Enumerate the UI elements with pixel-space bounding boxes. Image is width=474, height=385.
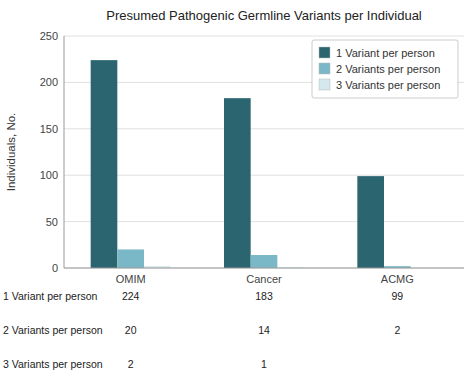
table-cell: 20 xyxy=(125,324,137,336)
bar xyxy=(357,176,384,268)
legend-label: 1 Variant per person xyxy=(336,47,435,59)
legend-swatch xyxy=(319,63,330,74)
legend-label: 2 Variants per person xyxy=(336,63,440,75)
y-tick-label: 100 xyxy=(40,169,58,181)
table-cell: 183 xyxy=(255,290,273,302)
y-axis-label: Individuals, No. xyxy=(5,113,17,192)
x-tick-label: Cancer xyxy=(246,273,282,285)
legend-swatch xyxy=(319,79,330,90)
chart-container: Presumed Pathogenic Germline Variants pe… xyxy=(0,0,474,385)
legend-label: 3 Variants per person xyxy=(336,79,440,91)
table-cell: 1 xyxy=(261,358,267,370)
grid-line xyxy=(64,36,464,37)
table-row-label: 3 Variants per person xyxy=(3,358,103,370)
bar xyxy=(224,98,251,268)
table-row-label: 2 Variants per person xyxy=(3,324,103,336)
grid-line xyxy=(64,128,464,129)
table-row-label: 1 Variant per person xyxy=(3,290,98,302)
y-axis-line xyxy=(64,36,65,268)
y-tick-label: 200 xyxy=(40,76,58,88)
table-cell: 2 xyxy=(394,324,400,336)
legend: 1 Variant per person 2 Variants per perso… xyxy=(312,40,458,98)
y-tick-label: 50 xyxy=(46,216,58,228)
table-cell: 99 xyxy=(391,290,403,302)
grid-line xyxy=(64,175,464,176)
bar xyxy=(91,60,118,268)
x-tick-label: OMIM xyxy=(116,273,146,285)
grid-line xyxy=(64,268,464,269)
bar xyxy=(117,249,144,268)
table-cell: 14 xyxy=(258,324,270,336)
title: Presumed Pathogenic Germline Variants pe… xyxy=(106,8,422,23)
bar xyxy=(251,255,278,268)
legend-box xyxy=(312,40,458,98)
grid-line xyxy=(64,221,464,222)
legend-swatch xyxy=(319,47,330,58)
y-tick-label: 250 xyxy=(40,30,58,42)
table-cell: 224 xyxy=(122,290,140,302)
chart-svg: Presumed Pathogenic Germline Variants pe… xyxy=(0,0,474,385)
x-axis-line xyxy=(64,268,464,269)
x-tick-label: ACMG xyxy=(381,273,414,285)
table-cell: 2 xyxy=(128,358,134,370)
y-tick-label: 0 xyxy=(52,262,58,274)
y-tick-label: 150 xyxy=(40,123,58,135)
